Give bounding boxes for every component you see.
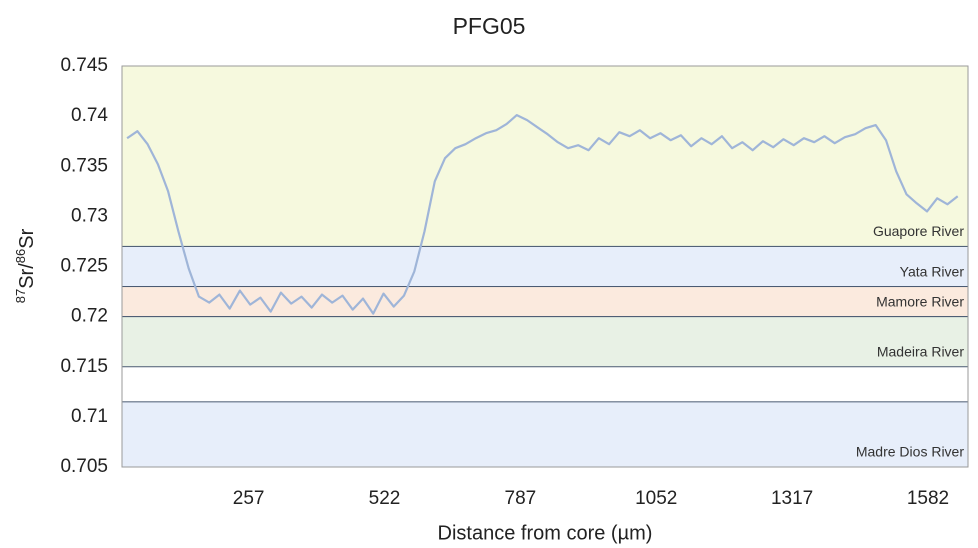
y-label-part: Sr — [16, 228, 38, 248]
y-tick-label: 0.72 — [71, 306, 108, 327]
river-band — [121, 316, 969, 368]
y-label-part: 86 — [13, 249, 28, 263]
x-tick-label: 522 — [369, 488, 401, 509]
y-axis-label: 87Sr/86Sr — [13, 228, 38, 303]
x-tick-label: 1317 — [771, 488, 813, 509]
band-label: Yata River — [900, 263, 965, 279]
y-tick-label: 0.725 — [60, 256, 108, 277]
band-label: Guapore River — [873, 223, 964, 239]
y-tick-label: 0.705 — [60, 456, 108, 477]
x-tick-label: 1052 — [635, 488, 677, 509]
y-tick-label: 0.74 — [71, 105, 108, 126]
y-label-part: 87 — [13, 289, 28, 303]
y-tick-label: 0.71 — [71, 406, 108, 427]
river-band — [121, 245, 969, 288]
band-label: Madeira River — [877, 343, 964, 359]
x-tick-label: 1582 — [907, 488, 949, 509]
y-tick-label: 0.735 — [60, 155, 108, 176]
x-tick-label: 787 — [505, 488, 537, 509]
x-tick-label: 257 — [233, 488, 265, 509]
y-tick-label: 0.715 — [60, 356, 108, 377]
x-axis-label: Distance from core (µm) — [438, 522, 653, 544]
data-line — [126, 114, 959, 315]
band-label: Madre Dios River — [856, 444, 964, 460]
river-band — [121, 401, 969, 468]
river-band — [121, 65, 969, 247]
y-tick-label: 0.73 — [71, 205, 108, 226]
y-label-part: Sr/ — [16, 263, 38, 289]
y-tick-label: 0.745 — [60, 55, 108, 76]
plot-frame — [121, 65, 969, 468]
band-label: Mamore River — [876, 293, 964, 309]
chart-title: PFG05 — [453, 13, 526, 39]
